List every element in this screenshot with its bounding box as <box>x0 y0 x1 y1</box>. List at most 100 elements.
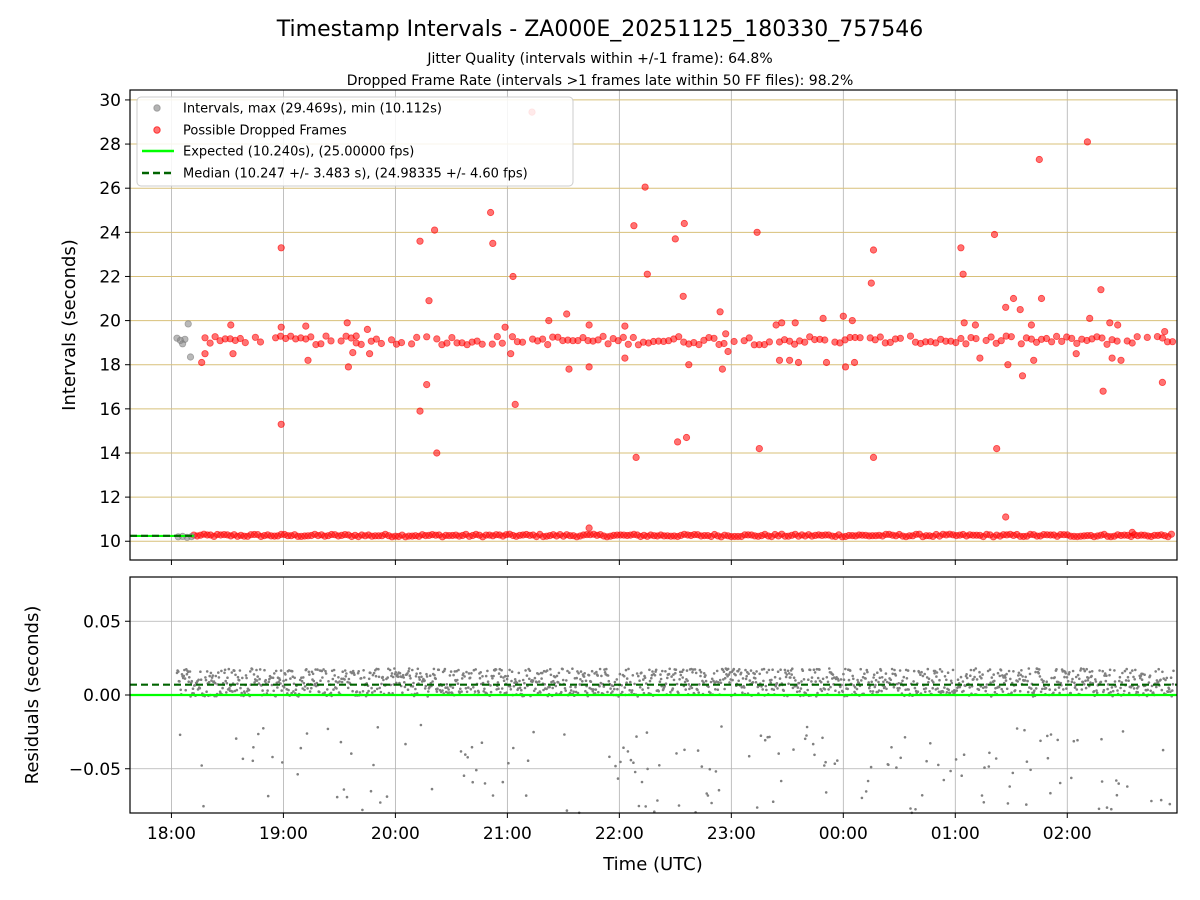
residual-point <box>622 746 625 749</box>
dropped-frame-point <box>730 337 738 346</box>
dropped-frame-point <box>791 319 799 327</box>
dropped-frame-point <box>1042 334 1051 343</box>
residual-point <box>362 669 365 672</box>
dropped-frame-point <box>682 433 691 442</box>
residual-point <box>204 676 207 679</box>
residual-point <box>852 677 855 681</box>
residual-point <box>642 678 645 681</box>
residual-point <box>1066 679 1070 683</box>
residual-point <box>1057 680 1060 684</box>
dropped-frame-point <box>201 350 209 358</box>
dropped-frame-point <box>425 297 433 305</box>
dropped-frame-point <box>641 183 649 191</box>
residual-point <box>741 677 745 680</box>
residual-point <box>769 681 772 684</box>
residual-point <box>1049 791 1052 795</box>
residual-point <box>428 685 431 689</box>
residual-point <box>226 676 229 679</box>
residual-point <box>1100 737 1103 741</box>
residual-point <box>282 679 285 683</box>
dropped-frame-point <box>277 420 285 428</box>
dropped-frame-point <box>724 347 732 356</box>
chart-title: Timestamp Intervals - ZA000E_20251125_18… <box>276 17 923 42</box>
residual-point <box>842 678 846 681</box>
residual-point <box>792 748 795 751</box>
residual-point <box>496 681 500 684</box>
residual-point <box>576 691 580 695</box>
residual-point <box>625 677 629 680</box>
residual-point <box>777 752 780 755</box>
residual-point <box>1016 680 1019 683</box>
residual-point <box>877 680 880 684</box>
residual-point <box>879 669 883 672</box>
time-axis-ticks: 18:00 19:00 20:00 21:00 22:00 23:00 00:00 01:00… <box>147 560 1092 844</box>
residual-point <box>1095 691 1099 695</box>
residual-point <box>1021 675 1024 678</box>
residual-point <box>499 691 502 694</box>
dropped-frame-point <box>630 222 638 230</box>
residual-point <box>853 690 856 694</box>
residual-point <box>179 688 182 692</box>
residual-point <box>716 688 720 691</box>
residual-point <box>851 674 854 678</box>
residual-point <box>866 670 869 674</box>
residual-point <box>537 680 541 683</box>
residual-point <box>1007 669 1011 673</box>
dropped-frame-point <box>990 230 999 239</box>
residual-point <box>614 764 617 768</box>
residual-point <box>281 761 284 764</box>
residual-point <box>789 676 792 679</box>
residual-point <box>420 675 423 679</box>
residual-point <box>504 674 507 678</box>
residual-point <box>430 787 434 791</box>
residual-point <box>1018 677 1021 681</box>
residual-point <box>807 678 810 681</box>
residual-point <box>377 675 381 679</box>
residual-point <box>935 671 939 674</box>
residual-point <box>811 742 815 746</box>
residual-point <box>615 678 619 681</box>
residual-point <box>938 678 941 682</box>
residual-point <box>629 758 633 762</box>
residual-point <box>1013 689 1017 692</box>
residual-point <box>389 683 393 687</box>
residuals-y-tick-label: 0.05 <box>83 612 121 632</box>
residual-point <box>670 675 673 678</box>
residual-point <box>691 671 694 674</box>
residual-point <box>579 670 583 673</box>
residual-point <box>1037 671 1040 675</box>
dropped-frame-point <box>585 321 593 329</box>
residual-point <box>940 670 944 673</box>
residual-point <box>532 689 536 693</box>
residual-point <box>640 671 643 674</box>
residual-point <box>928 690 931 693</box>
residual-point <box>401 691 404 694</box>
dropped-frame-point <box>1168 338 1177 346</box>
residual-point <box>257 732 260 736</box>
residual-point <box>249 670 252 673</box>
residual-point <box>506 674 510 678</box>
residual-point <box>227 667 231 671</box>
dropped-frame-point <box>277 244 285 252</box>
residual-point <box>372 671 376 675</box>
residual-point <box>1029 768 1032 772</box>
residual-point <box>545 687 548 691</box>
residual-point <box>847 678 851 682</box>
residual-point <box>561 678 565 682</box>
residual-point <box>462 774 466 777</box>
residual-point <box>563 733 566 736</box>
residual-point <box>1084 679 1087 683</box>
residual-point <box>611 684 615 688</box>
residual-point <box>318 690 321 694</box>
residual-point <box>874 683 877 687</box>
residual-point <box>241 757 245 761</box>
dropped-frame-point <box>765 338 774 346</box>
residual-point <box>434 677 438 681</box>
residual-point <box>536 691 540 695</box>
dropped-frame-point <box>344 363 352 371</box>
dropped-frame-point <box>801 338 809 346</box>
residual-point <box>255 668 258 672</box>
residual-point <box>561 667 564 671</box>
dropped-frame-point <box>1108 354 1116 362</box>
dropped-frame-point <box>416 237 424 245</box>
